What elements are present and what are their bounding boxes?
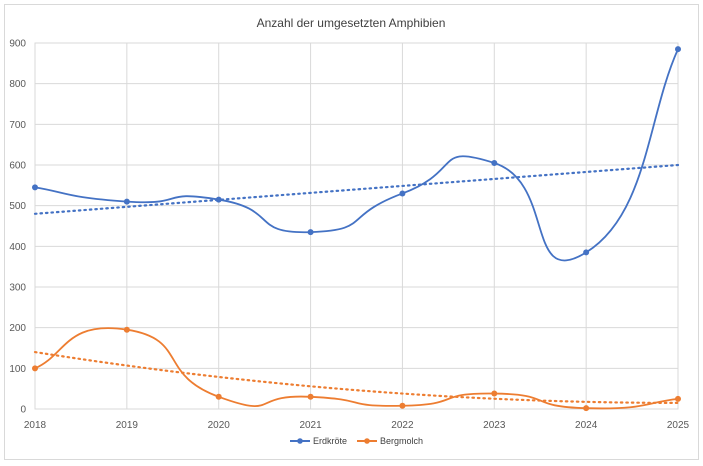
- trendline-bergmolch: [33, 350, 680, 404]
- data-point-erdkroete-2018: [32, 184, 38, 191]
- x-tick-label: 2021: [299, 420, 322, 431]
- y-tick-label: 800: [9, 79, 26, 90]
- chart-frame: [4, 4, 699, 460]
- series-lines: [34, 48, 679, 410]
- x-tick-label: 2023: [483, 420, 506, 431]
- trendlines: [33, 163, 680, 404]
- data-point-bergmolch-2020: [215, 393, 222, 400]
- x-axis-ticks: 2018 2019 2020 2021 2022 2023 2024 2025: [24, 420, 690, 431]
- data-point-erdkroete-2025: [675, 46, 681, 53]
- legend-marker-bergmolch: [364, 438, 370, 444]
- y-tick-label: 100: [9, 364, 26, 375]
- y-tick-label: 300: [9, 283, 26, 294]
- data-point-bergmolch-2024: [583, 405, 590, 412]
- y-tick-label: 400: [9, 242, 26, 253]
- x-tick-label: 2019: [116, 420, 139, 431]
- x-tick-label: 2018: [24, 420, 47, 431]
- y-tick-label: 600: [9, 161, 26, 172]
- legend: Erdkröte Bergmolch: [290, 436, 423, 446]
- chart-title: Anzahl der umgesetzten Amphibien: [257, 16, 446, 30]
- x-tick-label: 2024: [575, 420, 598, 431]
- y-axis-ticks: 0 100 200 300 400 500 600 700 800 900: [9, 39, 26, 416]
- y-tick-label: 200: [9, 323, 26, 334]
- data-point-bergmolch-2022: [399, 402, 406, 409]
- data-point-bergmolch-2019: [123, 326, 130, 333]
- grid-lines: [34, 42, 679, 410]
- data-point-erdkroete-2019: [123, 198, 130, 205]
- y-tick-label: 500: [9, 201, 26, 212]
- x-tick-label: 2022: [391, 420, 414, 431]
- y-tick-label: 700: [9, 120, 26, 131]
- legend-label-bergmolch: Bergmolch: [380, 436, 423, 446]
- y-tick-label: 0: [20, 405, 26, 416]
- data-point-erdkroete-2020: [215, 196, 222, 203]
- data-point-bergmolch-2025: [675, 395, 681, 402]
- series-line-erdkroete: [34, 48, 679, 262]
- data-point-bergmolch-2018: [32, 365, 38, 372]
- x-tick-label: 2020: [208, 420, 231, 431]
- series-line-bergmolch: [34, 327, 679, 410]
- data-point-bergmolch-2023: [491, 390, 498, 397]
- legend-label-erdkroete: Erdkröte: [313, 436, 347, 446]
- data-point-erdkroete-2022: [399, 190, 406, 197]
- data-points: [32, 46, 681, 412]
- data-point-erdkroete-2021: [307, 229, 314, 236]
- y-tick-label: 900: [9, 39, 26, 50]
- plot-border: [34, 42, 679, 410]
- x-tick-label: 2025: [667, 420, 690, 431]
- data-point-erdkroete-2023: [491, 159, 498, 166]
- data-point-bergmolch-2021: [307, 393, 314, 400]
- data-point-erdkroete-2024: [583, 249, 590, 256]
- trendline-erdkroete: [33, 163, 680, 215]
- legend-marker-erdkroete: [297, 438, 303, 444]
